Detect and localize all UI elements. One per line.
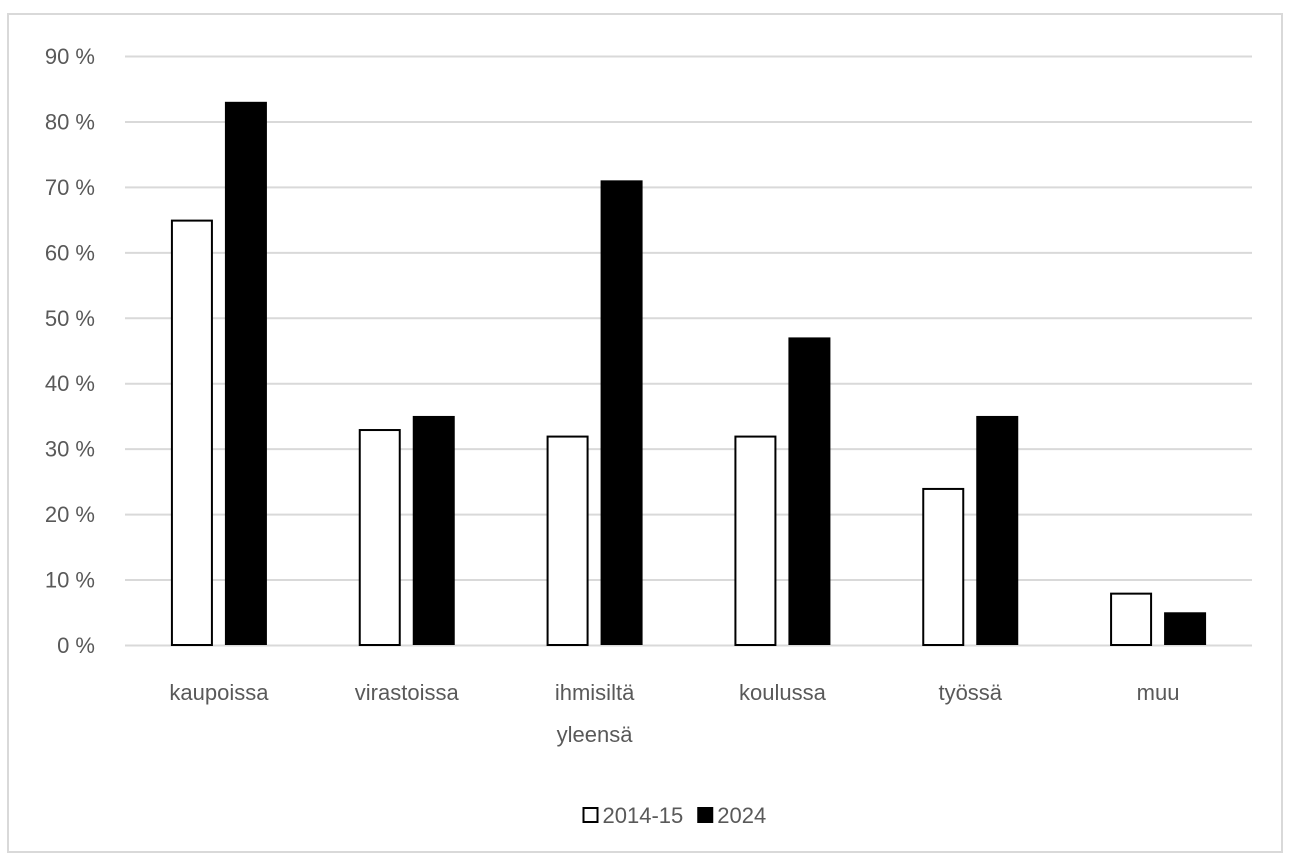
y-tick-label: 40 % — [45, 371, 95, 396]
x-category-label: työssä — [938, 680, 1002, 705]
x-category-label: ihmisiltä — [555, 680, 635, 705]
bar-2014-15-4 — [922, 487, 965, 646]
bar-2014-15-3 — [734, 435, 777, 647]
bar-2024-5 — [1164, 612, 1207, 645]
x-axis-category-labels: kaupoissa virastoissa ihmisiltä yleensä koul… — [169, 680, 1179, 747]
y-tick-label: 10 % — [45, 568, 95, 593]
legend-swatch-2024 — [697, 807, 714, 823]
y-tick-label: 90 % — [45, 44, 95, 69]
bar-2014-15-0 — [170, 219, 213, 646]
x-category-label: kaupoissa — [169, 680, 269, 705]
legend-label-2014-15: 2014-15 — [603, 803, 684, 828]
x-category-label: muu — [1137, 680, 1180, 705]
bar-2014-15-5 — [1110, 592, 1153, 647]
bar-2024-0 — [224, 101, 267, 646]
y-tick-label: 0 % — [57, 633, 95, 658]
y-tick-label: 30 % — [45, 437, 95, 462]
bar-2024-4 — [976, 415, 1019, 645]
x-category-label: yleensä — [557, 722, 634, 747]
legend-label-2024: 2024 — [717, 803, 766, 828]
bars — [170, 101, 1207, 647]
bar-2014-15-2 — [546, 435, 589, 647]
x-category-label: virastoissa — [355, 680, 460, 705]
gridlines — [125, 55, 1252, 647]
y-tick-label: 60 % — [45, 240, 95, 265]
chart-frame — [7, 13, 1283, 853]
y-tick-label: 20 % — [45, 502, 95, 527]
bar-2014-15-1 — [358, 429, 401, 646]
bar-2024-2 — [600, 180, 643, 645]
bar-2024-1 — [412, 415, 455, 645]
bar-2024-3 — [788, 337, 831, 645]
y-tick-label: 80 % — [45, 109, 95, 134]
legend-swatch-2014-15 — [582, 807, 599, 823]
y-tick-label: 50 % — [45, 306, 95, 331]
y-tick-label: 70 % — [45, 175, 95, 200]
y-axis-tick-labels: 0 % 10 % 20 % 30 % 40 % 50 % 60 % 70 % 80 % 90 % — [45, 44, 95, 658]
legend: 2014-15 2024 — [582, 803, 766, 828]
x-category-label: koulussa — [739, 680, 827, 705]
